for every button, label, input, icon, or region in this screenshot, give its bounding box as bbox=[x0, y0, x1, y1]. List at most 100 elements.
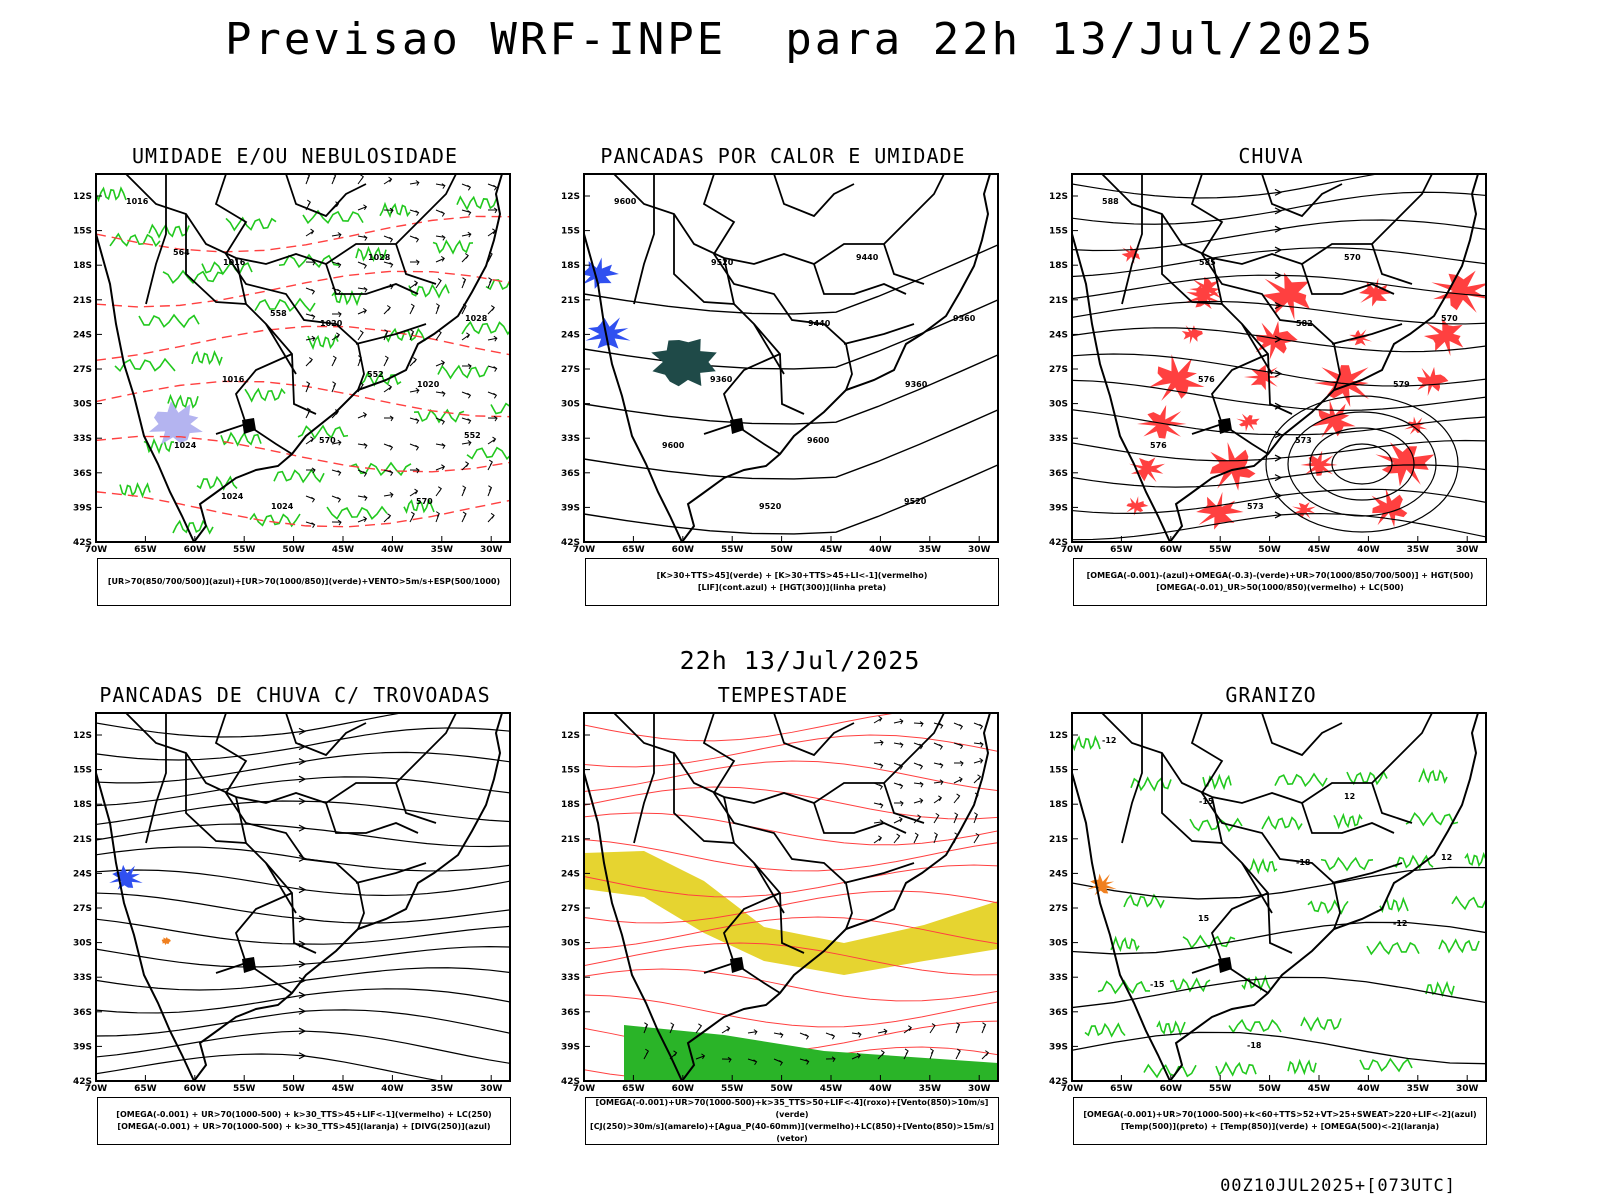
lat-label: 21S bbox=[561, 835, 580, 845]
lat-label: 42S bbox=[1049, 538, 1068, 548]
streamline bbox=[1072, 174, 1381, 199]
lon-label: 70W bbox=[85, 1084, 108, 1094]
lon-label: 35W bbox=[919, 545, 942, 555]
border-line bbox=[773, 174, 855, 218]
convection-area bbox=[161, 937, 171, 946]
lc850-streamline bbox=[584, 839, 998, 872]
wind-vector bbox=[435, 391, 446, 397]
border-line bbox=[773, 713, 855, 757]
wind-vector bbox=[357, 469, 367, 477]
wind-vector bbox=[933, 812, 940, 824]
legend-line: [K>30+TTS>45](verde) + [K>30+TTS>45+LI<-… bbox=[656, 571, 928, 580]
flow-arrow bbox=[298, 797, 307, 805]
humidity-contour bbox=[167, 393, 199, 411]
border-line bbox=[703, 962, 735, 974]
wind-vector bbox=[331, 355, 337, 367]
wind-vector bbox=[383, 355, 389, 367]
humidity-contour bbox=[326, 505, 388, 520]
lon-label: 35W bbox=[919, 1084, 942, 1094]
lat-label: 15S bbox=[1049, 227, 1068, 237]
humidity-contour bbox=[96, 186, 127, 203]
border-line bbox=[285, 713, 367, 757]
map-frame bbox=[1071, 712, 1487, 1082]
flow-arrow bbox=[1274, 302, 1283, 310]
lon-label: 50W bbox=[770, 1084, 793, 1094]
legend-box: [OMEGA(-0.001)+UR>70(1000-500)+k<60+TTS>… bbox=[1073, 1097, 1487, 1145]
wind-vector bbox=[913, 832, 919, 844]
humidity-contour bbox=[148, 223, 190, 239]
temp850-contour bbox=[1143, 1063, 1197, 1079]
contour-label: 582 bbox=[1296, 319, 1313, 328]
coastline-east bbox=[1169, 174, 1479, 542]
lon-label: 65W bbox=[134, 1084, 157, 1094]
jet-stream-area bbox=[584, 851, 998, 975]
wind-vector bbox=[461, 253, 469, 263]
humidity-contour bbox=[302, 209, 364, 225]
wind-vector bbox=[953, 812, 959, 824]
humidity-contour bbox=[379, 201, 411, 219]
wind-vector bbox=[643, 1048, 650, 1060]
wind-vector bbox=[953, 760, 964, 767]
temp850-contour bbox=[1123, 893, 1165, 909]
wind-vector bbox=[305, 381, 311, 393]
contour-label: 9520 bbox=[711, 258, 734, 267]
map-frame bbox=[95, 173, 511, 543]
lat-label: 39S bbox=[1049, 503, 1068, 513]
divergence-area bbox=[109, 864, 143, 890]
streamline bbox=[96, 946, 510, 968]
lon-label: 55W bbox=[721, 545, 744, 555]
lat-label: 24S bbox=[73, 869, 92, 879]
lat-label: 30S bbox=[1049, 400, 1068, 410]
panel-granizo: GRANIZO -12 -15 -18 -12 -15 -18 12 12 15 12S 15S 18… bbox=[1036, 683, 1506, 1173]
border-line bbox=[1210, 892, 1269, 994]
contour-label: 12 bbox=[1344, 792, 1355, 801]
page-title: Previsao WRF-INPE para 22h 13/Jul/2025 bbox=[224, 14, 1376, 65]
flow-arrow bbox=[298, 960, 307, 968]
lat-label: 18S bbox=[73, 800, 92, 810]
lat-label: 21S bbox=[561, 296, 580, 306]
border-line bbox=[633, 174, 655, 305]
humidity-contour bbox=[461, 320, 510, 336]
border-line bbox=[723, 796, 805, 954]
wind-vector bbox=[953, 793, 961, 804]
flow-arrow bbox=[298, 775, 307, 783]
wind-vector bbox=[669, 1022, 675, 1034]
wind-vector bbox=[461, 183, 472, 191]
wind-vector bbox=[305, 357, 313, 367]
wind-vector bbox=[487, 365, 498, 372]
contour-label: 9600 bbox=[662, 441, 685, 450]
border-line bbox=[1121, 174, 1143, 305]
streamline bbox=[96, 1009, 510, 1037]
humidity-contour bbox=[201, 260, 253, 276]
wind-vector bbox=[461, 485, 467, 497]
lat-label: 33S bbox=[1049, 434, 1068, 444]
wind-vector bbox=[973, 832, 980, 844]
wind-vector bbox=[331, 439, 342, 446]
wind-vector bbox=[331, 519, 342, 526]
lat-label: 24S bbox=[561, 869, 580, 879]
humidity-contour bbox=[490, 402, 510, 415]
panel-pancadas-trovoadas: PANCADAS DE CHUVA C/ TROVOADAS 12S 15S 18S… bbox=[60, 683, 530, 1173]
map-svg: 588 585 582 579 576 573 570 570 576 573 12S 15S 18S 2… bbox=[1049, 173, 1487, 555]
hgt300-contour bbox=[584, 464, 998, 535]
humidity-contour bbox=[138, 313, 200, 329]
lon-label: 40W bbox=[869, 545, 892, 555]
humidity-contour bbox=[244, 387, 286, 403]
legend-line: [UR>70(850/700/500)](azul)+[UR>70(1000/8… bbox=[107, 577, 501, 586]
lat-label: 18S bbox=[561, 261, 580, 271]
contour-label: 558 bbox=[270, 309, 287, 318]
humidity-contour bbox=[331, 289, 363, 307]
wind-vector bbox=[331, 174, 337, 185]
border-line bbox=[1261, 713, 1343, 757]
legend-box: [OMEGA(-0.001) + UR>70(1000-500) + k>30_… bbox=[97, 1097, 511, 1145]
border-line bbox=[1190, 174, 1341, 391]
wind-vector bbox=[873, 715, 883, 724]
humidity-contour bbox=[297, 424, 349, 440]
lat-label: 39S bbox=[561, 1042, 580, 1052]
contour-label: 9360 bbox=[905, 380, 928, 389]
wind-vector bbox=[487, 512, 495, 523]
coastline-west bbox=[1072, 233, 1171, 542]
lat-label: 30S bbox=[561, 400, 580, 410]
lc850-streamline bbox=[584, 760, 998, 793]
